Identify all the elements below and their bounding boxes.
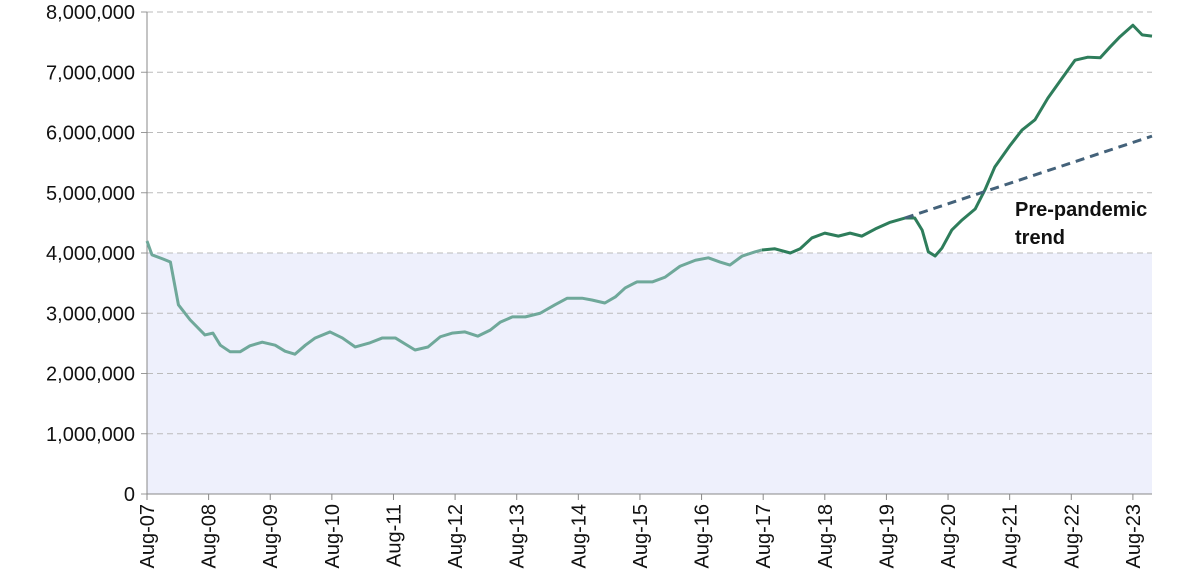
y-tick-label: 3,000,000 bbox=[46, 303, 135, 325]
x-tick-label: Aug-18 bbox=[815, 504, 837, 569]
x-tick-label: Aug-15 bbox=[630, 504, 652, 569]
x-tick-label: Aug-22 bbox=[1061, 504, 1083, 569]
x-tick-label: Aug-13 bbox=[507, 504, 529, 569]
annotation-line: trend bbox=[1015, 227, 1065, 249]
y-tick-label: 2,000,000 bbox=[46, 364, 135, 386]
x-tick-label: Aug-09 bbox=[260, 504, 282, 569]
x-tick-label: Aug-16 bbox=[692, 504, 714, 569]
y-tick-label: 8,000,000 bbox=[46, 2, 135, 24]
x-tick-label: Aug-23 bbox=[1123, 504, 1145, 569]
trend-line bbox=[904, 134, 1153, 220]
x-tick-label: Aug-14 bbox=[568, 504, 590, 569]
x-tick-label: Aug-10 bbox=[322, 504, 344, 569]
x-tick-label: Aug-12 bbox=[445, 504, 467, 569]
x-tick-label: Aug-20 bbox=[938, 504, 960, 569]
y-tick-label: 0 bbox=[124, 484, 135, 506]
y-tick-label: 7,000,000 bbox=[46, 62, 135, 84]
data-line bbox=[761, 23, 1153, 258]
data-line bbox=[145, 240, 763, 356]
x-tick-label: Aug-19 bbox=[876, 504, 898, 569]
y-tick-label: 1,000,000 bbox=[46, 424, 135, 446]
y-tick-label: 4,000,000 bbox=[46, 243, 135, 265]
y-tick-label: 6,000,000 bbox=[46, 123, 135, 145]
y-tick-label: 5,000,000 bbox=[46, 183, 135, 205]
annotation-line: Pre-pandemic bbox=[1015, 199, 1147, 221]
x-tick-label: Aug-07 bbox=[137, 504, 159, 569]
x-tick-label: Aug-21 bbox=[1000, 504, 1022, 569]
x-tick-label: Aug-08 bbox=[199, 504, 221, 569]
x-tick-label: Aug-17 bbox=[753, 504, 775, 569]
x-tick-label: Aug-11 bbox=[383, 504, 405, 567]
